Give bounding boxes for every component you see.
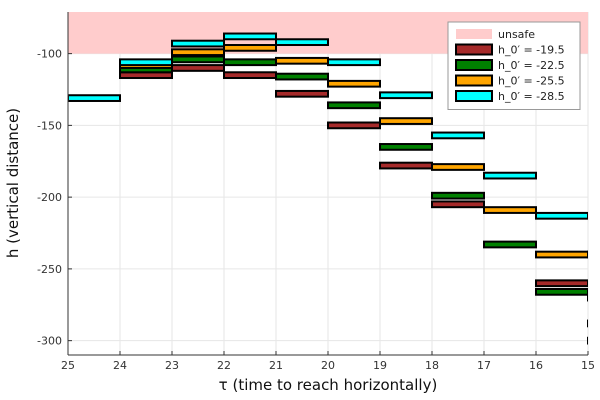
box-series-1-6 bbox=[431, 191, 485, 200]
y-tick-label: -100 bbox=[37, 48, 62, 61]
box-series-2-6 bbox=[431, 163, 485, 171]
boxes-layer bbox=[68, 32, 588, 345]
legend: unsafe h_0′ = -19.5 h_0′ = -22.5 h_0′ = -25… bbox=[447, 21, 581, 110]
y-tick-label: -300 bbox=[37, 335, 62, 348]
box-series-1-1 bbox=[171, 55, 225, 64]
box-series-0-3 bbox=[275, 89, 329, 98]
legend-swatch bbox=[455, 74, 493, 87]
x-tick-label: 25 bbox=[61, 359, 75, 372]
box-series-3-8 bbox=[483, 171, 537, 180]
legend-label: h_0′ = -22.5 bbox=[498, 59, 565, 72]
box-series-1-4 bbox=[327, 101, 381, 110]
box-series-0-1 bbox=[171, 64, 225, 72]
legend-label: h_0′ = -25.5 bbox=[498, 75, 565, 88]
box-series-2-3 bbox=[275, 56, 329, 65]
x-tick-label: 22 bbox=[217, 359, 231, 372]
y-axis-title: h (vertical distance) bbox=[4, 108, 22, 258]
x-tick-label: 24 bbox=[113, 359, 127, 372]
box-series-1-7 bbox=[483, 240, 537, 249]
box-series-0-2 bbox=[223, 71, 277, 80]
x-tick-label: 23 bbox=[165, 359, 179, 372]
box-series-3-2 bbox=[171, 39, 225, 48]
box-series-1-3 bbox=[275, 72, 329, 81]
legend-swatch bbox=[455, 59, 493, 71]
box-series-3-6 bbox=[379, 91, 433, 100]
box-series-2-8 bbox=[535, 250, 588, 259]
legend-swatch bbox=[455, 90, 493, 102]
box-series-3-7 bbox=[431, 131, 485, 140]
box-series-3-4 bbox=[275, 38, 329, 47]
box-series-2-7 bbox=[483, 206, 537, 214]
box-series-2-5 bbox=[379, 117, 433, 125]
y-tick-label: -150 bbox=[37, 119, 62, 132]
box-series-1-5 bbox=[379, 143, 433, 151]
box-series-2-1 bbox=[171, 48, 225, 57]
y-tick-label: -250 bbox=[37, 263, 62, 276]
x-tick-label: 20 bbox=[321, 359, 335, 372]
box-series-0-4 bbox=[327, 121, 381, 130]
x-tick-label: 15 bbox=[581, 359, 595, 372]
box-series-1-9 bbox=[587, 336, 588, 345]
box-series-2-2 bbox=[223, 44, 277, 52]
box-series-0-5 bbox=[379, 161, 433, 170]
axes bbox=[67, 12, 589, 356]
box-series-0-8 bbox=[587, 319, 588, 328]
x-tick-label: 17 bbox=[477, 359, 491, 372]
y-tick-label: -200 bbox=[37, 191, 62, 204]
x-tick-label: 16 bbox=[529, 359, 543, 372]
box-series-0-7 bbox=[535, 279, 588, 288]
box-series-3-0 bbox=[68, 94, 121, 102]
x-tick-label: 21 bbox=[269, 359, 283, 372]
x-tick-label: 18 bbox=[425, 359, 439, 372]
legend-swatch bbox=[455, 43, 493, 56]
box-series-1-8 bbox=[535, 287, 588, 296]
legend-label: unsafe bbox=[498, 28, 535, 41]
box-series-3-5 bbox=[327, 58, 381, 67]
box-series-2-4 bbox=[327, 79, 381, 88]
box-series-3-9 bbox=[535, 211, 588, 220]
legend-label: h_0′ = -28.5 bbox=[498, 90, 565, 103]
x-tick-label: 19 bbox=[373, 359, 387, 372]
legend-swatch bbox=[456, 29, 492, 39]
box-series-1-2 bbox=[223, 58, 277, 67]
tick-labels: 25 24 23 22 21 20 19 18 17 16 15 -300 -250 -200 -150 -1… bbox=[37, 48, 595, 372]
box-series-3-3 bbox=[223, 32, 277, 41]
box-series-0-6 bbox=[431, 200, 485, 209]
x-axis-title: τ (time to reach horizontally) bbox=[219, 376, 438, 394]
box-series-2-9 bbox=[587, 293, 588, 302]
legend-label: h_0′ = -19.5 bbox=[498, 44, 565, 57]
box-series-3-1 bbox=[119, 58, 173, 67]
grid bbox=[67, 12, 589, 355]
box-series-3-10 bbox=[587, 250, 588, 259]
